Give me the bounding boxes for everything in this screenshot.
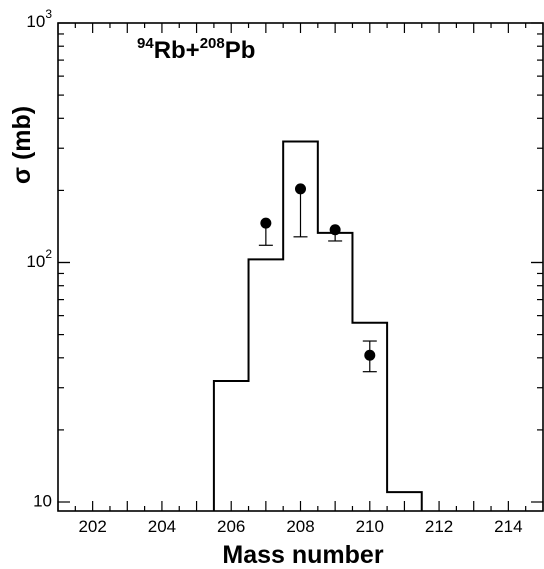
x-tick-label: 202 <box>78 517 106 536</box>
measured-points <box>258 183 377 373</box>
y-tick-labels: 103 102 10 <box>26 7 52 510</box>
x-tick-label: 204 <box>148 517 176 536</box>
x-tick-labels: 202 204 206 208 210 212 214 <box>78 517 522 536</box>
plot-frame <box>57 22 544 512</box>
axis-ticks <box>57 22 544 511</box>
data-point <box>260 217 272 229</box>
x-tick-label: 214 <box>494 517 522 536</box>
y-tick-label-100: 102 <box>26 247 52 271</box>
x-tick-label: 208 <box>286 517 314 536</box>
data-point <box>295 183 306 195</box>
x-tick-label: 206 <box>217 517 245 536</box>
chart-title: 94Rb+208Pb <box>137 35 255 64</box>
data-point <box>329 224 341 236</box>
y-axis-label: σ (mb) <box>8 106 36 184</box>
y-tick-label-1000: 103 <box>26 7 52 31</box>
data-point <box>364 349 376 361</box>
x-axis-label: Mass number <box>222 541 383 569</box>
x-tick-label: 212 <box>425 517 453 536</box>
x-tick-label: 210 <box>356 517 384 536</box>
calculated-histogram <box>212 140 423 511</box>
y-tick-label-10: 10 <box>33 491 52 510</box>
